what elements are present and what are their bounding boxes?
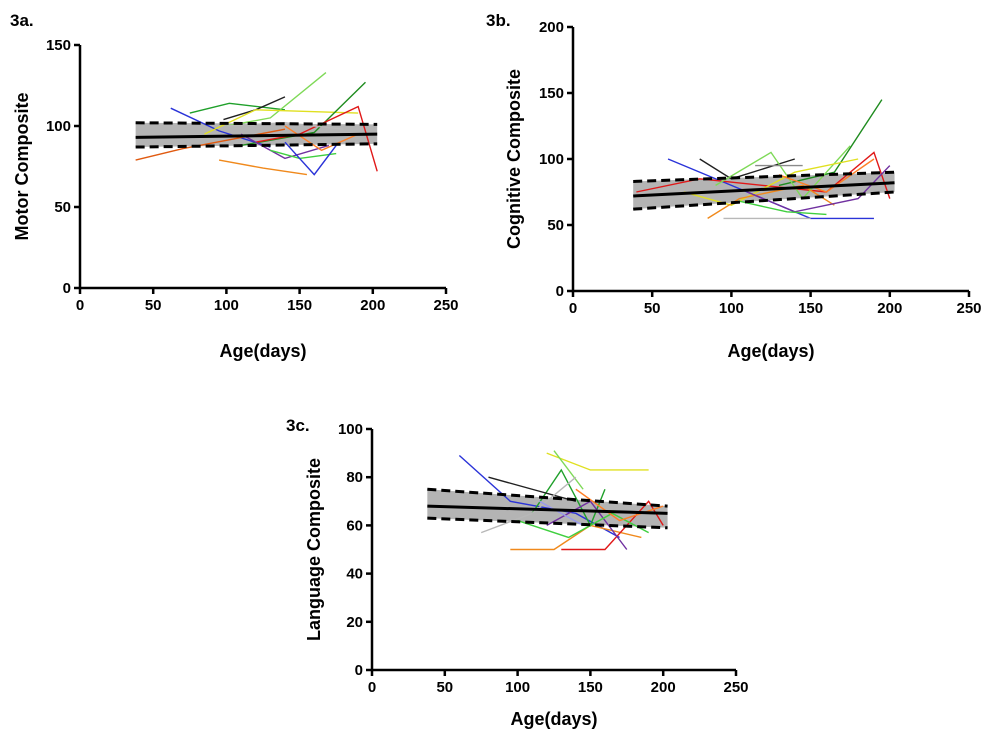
trajectory-line bbox=[240, 133, 330, 160]
x-tick-label: 100 bbox=[505, 679, 530, 696]
trajectory-line bbox=[707, 184, 835, 219]
x-tick-label: 200 bbox=[651, 679, 676, 696]
y-tick-label: 50 bbox=[54, 199, 71, 216]
chart-panel-motor: 3a. 0 50 100 150 0 50 100 150 200 250 Age(days) Mot… bbox=[10, 11, 459, 361]
x-axis-label: Age(days) bbox=[727, 341, 814, 361]
trajectory-line bbox=[739, 200, 827, 216]
y-tick-label: 200 bbox=[539, 19, 564, 36]
trajectory-line bbox=[531, 468, 606, 528]
x-tick-label: 50 bbox=[145, 297, 162, 314]
y-tick-label: 60 bbox=[346, 517, 363, 534]
fit-line bbox=[633, 181, 895, 198]
y-tick-label: 80 bbox=[346, 469, 363, 486]
chart-panel-language: 3c. 0 20 40 60 80 100 0 50 100 150 200 250 Age(days)… bbox=[286, 416, 749, 729]
y-tick-label: 0 bbox=[355, 662, 363, 679]
x-tick-label: 0 bbox=[569, 300, 577, 317]
x-tick-label: 150 bbox=[798, 300, 823, 317]
ci-lower-line bbox=[135, 142, 378, 149]
y-tick-label: 100 bbox=[46, 118, 71, 135]
ci-upper-line bbox=[633, 170, 895, 183]
trajectory-line bbox=[270, 149, 337, 160]
trajectory-line bbox=[218, 159, 308, 176]
ci-lower-line bbox=[427, 516, 668, 530]
fit-line bbox=[135, 132, 378, 139]
trajectory-line bbox=[480, 476, 577, 534]
panel-label: 3c. bbox=[286, 416, 310, 435]
x-axis-label: Age(days) bbox=[219, 341, 306, 361]
x-axis-label: Age(days) bbox=[510, 709, 597, 729]
y-tick-label: 40 bbox=[346, 566, 363, 583]
trajectory-line bbox=[517, 512, 649, 539]
y-tick-label: 100 bbox=[338, 421, 363, 438]
y-axis-label: Motor Composite bbox=[12, 93, 32, 241]
y-axis-label: Language Composite bbox=[304, 458, 324, 641]
y-axis-label: Cognitive Composite bbox=[504, 69, 524, 249]
x-tick-label: 50 bbox=[436, 679, 453, 696]
y-tick-label: 0 bbox=[556, 283, 564, 300]
x-tick-label: 200 bbox=[877, 300, 902, 317]
trajectory-line bbox=[546, 452, 649, 471]
trajectory-line bbox=[546, 500, 628, 550]
trajectory-line bbox=[240, 81, 366, 147]
trajectory-line bbox=[746, 165, 891, 213]
ci-upper-line bbox=[427, 487, 668, 508]
trajectory-line bbox=[226, 122, 344, 130]
y-tick-label: 150 bbox=[539, 85, 564, 102]
x-tick-label: 150 bbox=[287, 297, 312, 314]
panel-label: 3b. bbox=[486, 11, 511, 30]
trajectory-line bbox=[204, 109, 359, 135]
x-tick-label: 200 bbox=[360, 297, 385, 314]
x-tick-label: 250 bbox=[723, 679, 748, 696]
y-tick-label: 150 bbox=[46, 37, 71, 54]
trajectory-line bbox=[255, 105, 378, 172]
trajectory-line bbox=[284, 141, 337, 176]
chart-panel-cognitive: 3b. 0 50 100 150 200 0 50 100 150 200 250 Age(days)… bbox=[486, 11, 982, 361]
x-tick-label: 0 bbox=[368, 679, 376, 696]
ci-upper-line bbox=[135, 121, 378, 126]
trajectory-line bbox=[575, 488, 664, 522]
x-tick-label: 250 bbox=[433, 297, 458, 314]
y-tick-label: 50 bbox=[547, 217, 564, 234]
ci-lower-line bbox=[633, 190, 895, 211]
panel-label: 3a. bbox=[10, 11, 34, 30]
trajectory-line bbox=[539, 500, 584, 527]
trajectory-line bbox=[553, 450, 584, 490]
trajectory-line bbox=[510, 524, 642, 551]
x-tick-label: 50 bbox=[644, 300, 661, 317]
y-tick-label: 0 bbox=[63, 280, 71, 297]
x-tick-label: 100 bbox=[214, 297, 239, 314]
fit-line bbox=[427, 504, 668, 515]
trajectory-line bbox=[189, 102, 286, 114]
y-tick-label: 100 bbox=[539, 151, 564, 168]
x-tick-label: 0 bbox=[76, 297, 84, 314]
x-tick-label: 250 bbox=[956, 300, 981, 317]
trajectory-line bbox=[226, 71, 327, 127]
y-tick-label: 20 bbox=[346, 614, 363, 631]
x-tick-label: 150 bbox=[578, 679, 603, 696]
x-tick-label: 100 bbox=[719, 300, 744, 317]
trajectory-line bbox=[715, 145, 851, 200]
trajectory-line bbox=[135, 128, 286, 161]
trajectory-line bbox=[170, 107, 271, 148]
trajectory-line bbox=[778, 158, 875, 193]
